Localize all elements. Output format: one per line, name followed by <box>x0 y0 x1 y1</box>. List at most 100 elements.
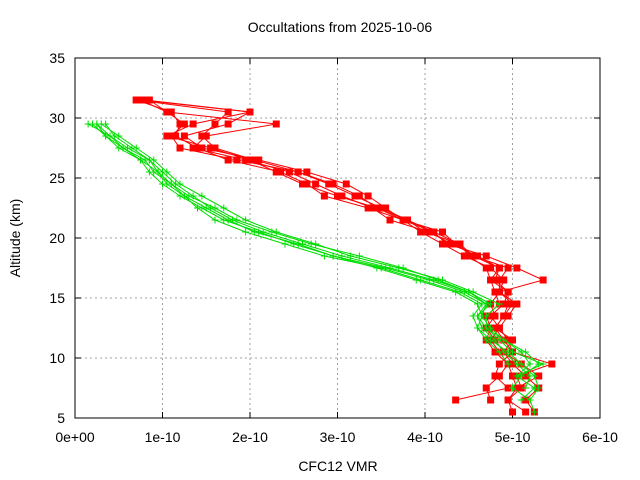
data-point-plus <box>504 360 512 368</box>
data-point-square <box>487 312 495 320</box>
data-point-square <box>500 300 508 308</box>
data-point-square <box>513 300 521 308</box>
data-point-plus <box>198 192 206 200</box>
y-tick-label: 35 <box>49 50 65 66</box>
series-layer <box>84 96 556 416</box>
data-point-plus <box>290 240 298 248</box>
data-point-plus <box>495 348 503 356</box>
data-point-square <box>469 252 477 260</box>
data-point-square <box>163 108 171 116</box>
data-point-square <box>509 408 516 416</box>
data-point-square <box>180 120 188 128</box>
data-point-plus <box>185 192 193 200</box>
data-point-square <box>369 204 376 212</box>
data-point-plus <box>242 228 250 236</box>
data-point-plus <box>102 132 110 140</box>
data-point-square <box>504 300 512 308</box>
data-point-plus <box>128 144 136 152</box>
data-point-plus <box>211 204 219 212</box>
data-point-square <box>329 180 337 188</box>
data-point-plus <box>233 216 241 224</box>
data-point-square <box>517 384 525 392</box>
data-point-square <box>334 192 341 200</box>
data-point-plus <box>526 396 534 404</box>
data-point-square <box>447 240 455 248</box>
data-point-plus <box>176 192 184 200</box>
x-axis-label: CFC12 VMR <box>298 458 377 474</box>
data-point-square <box>439 240 446 248</box>
series-occ-6-red <box>132 96 543 392</box>
data-point-square <box>386 216 394 224</box>
data-point-square <box>303 168 311 176</box>
data-point-square <box>509 372 516 380</box>
data-point-plus <box>465 288 473 296</box>
data-point-square <box>504 336 512 344</box>
data-point-square <box>504 288 512 296</box>
data-point-plus <box>434 276 442 284</box>
data-point-square <box>430 228 438 236</box>
series-line <box>101 123 545 401</box>
data-point-square <box>456 240 464 248</box>
data-point-plus <box>539 360 547 368</box>
data-point-square <box>539 276 547 284</box>
y-tick-label: 5 <box>57 410 65 426</box>
data-point-square <box>320 192 328 200</box>
data-point-square <box>513 384 521 392</box>
data-point-square <box>482 264 490 272</box>
data-point-square <box>535 372 543 380</box>
data-point-square <box>299 180 306 188</box>
data-point-square <box>246 156 254 164</box>
y-axis-label: Altitude (km) <box>7 199 23 278</box>
y-tick-label: 20 <box>49 230 65 246</box>
data-point-plus <box>509 384 516 392</box>
data-point-square <box>495 372 503 380</box>
data-point-square <box>338 192 346 200</box>
y-tick-label: 30 <box>49 110 65 126</box>
data-point-square <box>443 240 451 248</box>
data-point-square <box>141 96 149 104</box>
data-point-square <box>285 168 293 176</box>
data-point-square <box>509 360 516 368</box>
data-point-plus <box>478 312 486 320</box>
data-point-square <box>211 144 219 152</box>
data-point-plus <box>517 396 525 404</box>
data-point-square <box>500 312 508 320</box>
data-point-square <box>198 132 206 140</box>
data-point-square <box>491 276 499 284</box>
data-point-plus <box>373 264 381 272</box>
data-point-square <box>474 252 481 260</box>
data-point-plus <box>526 372 534 380</box>
data-point-square <box>495 324 503 332</box>
chart-title: Occultations from 2025-10-06 <box>248 19 433 35</box>
data-point-square <box>172 132 180 140</box>
data-point-square <box>137 96 145 104</box>
data-point-square <box>399 216 407 224</box>
x-tick-label: 0e+00 <box>55 429 95 445</box>
data-point-plus <box>500 336 508 344</box>
data-point-square <box>495 264 503 272</box>
data-point-square <box>355 192 363 200</box>
data-point-plus <box>522 384 530 392</box>
data-point-square <box>491 288 499 296</box>
data-point-square <box>460 252 468 260</box>
y-tick-label: 10 <box>49 350 65 366</box>
data-point-square <box>500 276 508 284</box>
data-point-square <box>487 276 495 284</box>
data-point-square <box>377 204 385 212</box>
data-point-square <box>198 144 206 152</box>
data-point-plus <box>255 228 263 236</box>
data-point-plus <box>89 120 96 128</box>
data-point-plus <box>482 300 490 308</box>
data-point-square <box>491 372 499 380</box>
data-point-square <box>482 384 490 392</box>
data-point-square <box>294 168 302 176</box>
data-point-square <box>425 228 433 236</box>
data-point-square <box>491 324 499 332</box>
data-point-plus <box>526 360 534 368</box>
x-tick-label: 3e-10 <box>320 429 356 445</box>
data-point-square <box>277 168 285 176</box>
data-point-square <box>452 240 460 248</box>
data-point-plus <box>220 216 228 224</box>
data-point-square <box>373 204 381 212</box>
